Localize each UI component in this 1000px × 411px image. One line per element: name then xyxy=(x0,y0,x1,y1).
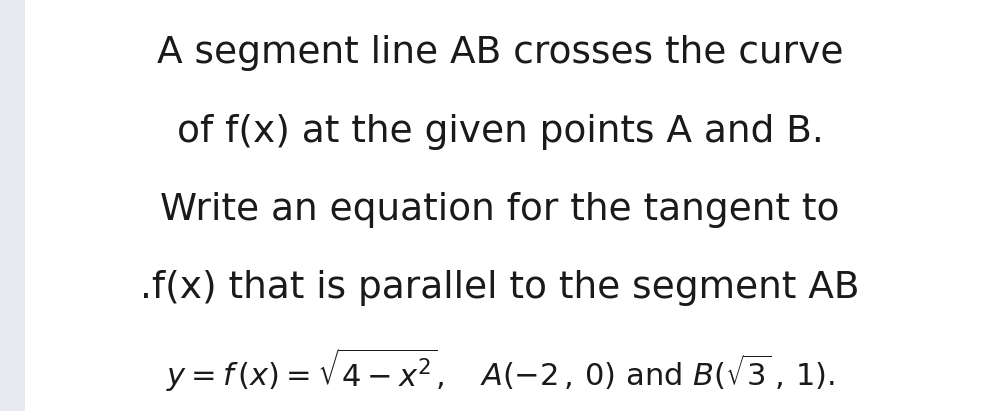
Text: A segment line AB crosses the curve: A segment line AB crosses the curve xyxy=(157,35,843,72)
Text: of f(x) at the given points A and B.: of f(x) at the given points A and B. xyxy=(177,113,823,150)
Text: .f(x) that is parallel to the segment AB: .f(x) that is parallel to the segment AB xyxy=(140,270,860,306)
Text: Write an equation for the tangent to: Write an equation for the tangent to xyxy=(160,192,840,228)
Bar xyxy=(0,0,25,411)
Text: $y = f\,(x) = \sqrt{4-x^2},\quad A(-2\,,\,0)\text{ and }B(\sqrt{3}\,,\,1).$: $y = f\,(x) = \sqrt{4-x^2},\quad A(-2\,,… xyxy=(166,346,834,394)
